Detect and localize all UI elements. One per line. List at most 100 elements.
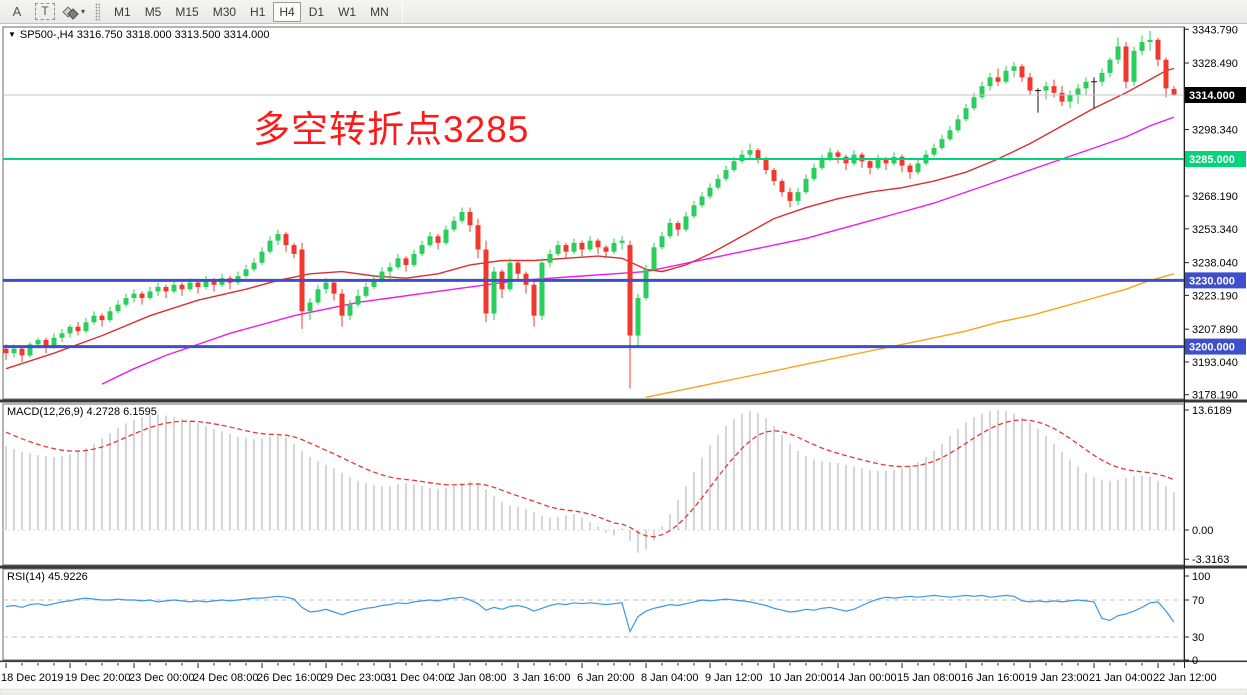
candle-body [339, 293, 345, 316]
candle-body [1075, 88, 1081, 95]
timeframe-button-W1[interactable]: W1 [332, 2, 362, 22]
candle-body [195, 282, 201, 288]
candle-body [307, 302, 313, 312]
candle-body [683, 216, 689, 230]
candle-body [131, 293, 137, 299]
candle-body [67, 326, 73, 334]
candle-body [491, 271, 497, 314]
candle-body [843, 156, 849, 164]
time-axis-label: 3 Jan 16:00 [513, 672, 571, 684]
candle-body [835, 152, 841, 157]
candle-body [1171, 88, 1177, 95]
price-tick-label: 3207.890 [1192, 324, 1238, 336]
time-axis-label: 19 Dec 20:00 [65, 672, 130, 684]
panel-separator[interactable] [0, 399, 1247, 403]
rsi-panel[interactable] [2, 568, 1185, 661]
candle-body [243, 269, 249, 276]
candle-body [787, 192, 793, 201]
text-tool-button[interactable]: T [35, 3, 55, 20]
candle-body [411, 253, 417, 265]
time-axis-label: 2 Jan 08:00 [449, 672, 507, 684]
time-axis-label: 23 Dec 00:00 [129, 672, 194, 684]
current-price-flag: 3314.000 [1185, 87, 1246, 103]
candle-body [619, 240, 625, 243]
candle-body [723, 170, 729, 179]
rsi-tick-label: 100 [1192, 571, 1210, 583]
time-axis-label: 24 Dec 08:00 [193, 672, 258, 684]
candle-body [1131, 50, 1137, 82]
candle-body [139, 293, 145, 299]
price-tick-label: 3223.190 [1192, 290, 1238, 302]
time-axis-label: 8 Jan 04:00 [641, 672, 699, 684]
panel-separator[interactable] [0, 660, 1247, 663]
time-axis-label: 21 Jan 04:00 [1089, 672, 1153, 684]
candle-body [107, 311, 113, 321]
rsi-tick-label: 30 [1192, 632, 1204, 644]
candle-body [75, 326, 81, 332]
text-label-tool-button[interactable]: A [6, 2, 28, 22]
price-flag-3230.000: 3230.000 [1185, 272, 1246, 289]
price-flag-3200.000-text: 3200.000 [1189, 342, 1235, 354]
price-flag-3230.000-bg [1185, 272, 1246, 289]
timeframe-button-H1[interactable]: H1 [244, 2, 271, 22]
current-price-flag-text: 3314.000 [1189, 90, 1235, 102]
timeframe-button-D1[interactable]: D1 [303, 2, 330, 22]
candle-body [715, 178, 721, 188]
candle-body [1051, 86, 1057, 93]
timeframe-button-M30[interactable]: M30 [207, 2, 242, 22]
dropdown-caret-icon: ▾ [81, 7, 86, 16]
main-chart-panel[interactable] [2, 26, 1185, 400]
candle-body [155, 287, 161, 292]
candle-body [635, 298, 641, 336]
candle-body [427, 236, 433, 246]
candle-body [907, 165, 913, 173]
toolbar-drag-handle[interactable] [95, 2, 101, 21]
candle-body [51, 337, 57, 347]
candle-body [859, 154, 865, 162]
styles-dropdown-button[interactable]: ▾ [62, 5, 86, 20]
toolbar-separator [401, 1, 403, 22]
timeframe-button-H4[interactable]: H4 [273, 1, 301, 22]
price-tick-label: 3328.490 [1192, 58, 1238, 70]
candle-body [867, 161, 873, 168]
price-flag-3230.000-text: 3230.000 [1189, 275, 1235, 287]
candle-body [627, 245, 633, 336]
timeframe-button-MN[interactable]: MN [364, 2, 395, 22]
candle-body [1099, 72, 1105, 82]
candle-body [3, 348, 9, 354]
price-tick-label: 3343.790 [1192, 24, 1238, 36]
macd-panel[interactable] [2, 403, 1185, 566]
candle-body [347, 304, 353, 316]
time-axis-label: 31 Dec 04:00 [385, 672, 450, 684]
candle-body [403, 258, 409, 265]
timeframe-button-M1[interactable]: M1 [108, 2, 137, 22]
time-axis-label: 15 Jan 08:00 [897, 672, 961, 684]
candle-body [1163, 59, 1169, 89]
timeframe-button-M15[interactable]: M15 [169, 2, 204, 22]
candle-body [555, 245, 561, 254]
candle-body [283, 234, 289, 246]
timeframe-button-M5[interactable]: M5 [139, 2, 168, 22]
candle-body [99, 315, 105, 321]
candle-body [1027, 77, 1033, 91]
candle-body [571, 242, 577, 252]
candle-body [531, 284, 537, 316]
candle-body [667, 223, 673, 237]
candle-body [315, 289, 321, 303]
time-axis-label: 29 Dec 23:00 [321, 672, 386, 684]
panel-separator[interactable] [0, 565, 1247, 569]
candle-body [539, 262, 545, 316]
candle-body [827, 152, 833, 160]
candle-body [443, 229, 449, 243]
candle-body [251, 262, 257, 270]
candle-body [1147, 39, 1153, 43]
candle-body [707, 187, 713, 197]
candle-body [803, 178, 809, 193]
candle-body [435, 236, 441, 243]
candle-body [699, 196, 705, 206]
candle-body [963, 108, 969, 120]
candle-body [459, 211, 465, 221]
